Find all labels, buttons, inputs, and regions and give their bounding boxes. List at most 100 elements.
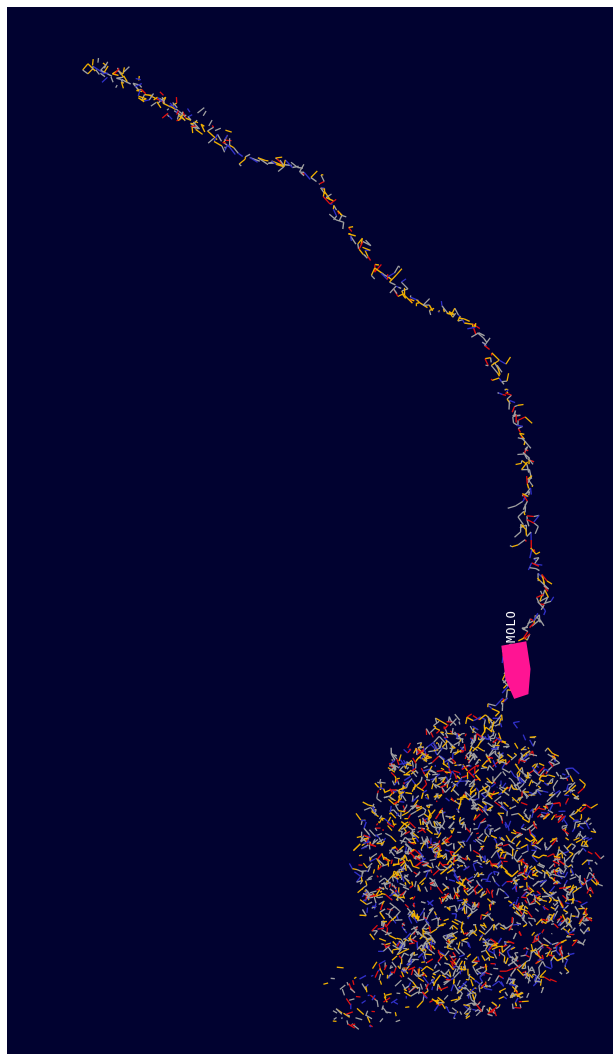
bond [514,781,521,787]
bond [412,915,418,924]
bond [503,801,509,808]
bond [466,751,471,756]
bond [405,780,410,789]
bond [536,577,542,582]
bond [465,716,468,725]
bond [352,867,358,871]
bond [454,909,458,913]
bond [404,882,407,885]
bond [457,859,465,864]
bond [530,826,536,832]
bond [444,969,450,976]
bond [544,951,549,955]
bond [225,129,232,133]
bond [521,850,529,855]
bond [195,128,203,135]
bond [428,761,433,765]
bond [371,961,378,969]
bond [370,274,376,280]
bond [418,968,420,976]
bond [525,891,534,897]
bond [491,1005,498,1014]
bond [550,596,555,602]
bond [385,920,392,928]
bond [432,845,440,852]
bond [518,769,525,775]
bond [507,820,512,828]
bond [244,153,251,158]
bond [524,905,529,910]
bond [564,879,568,885]
bond [501,881,507,887]
bond [516,994,521,998]
bond [279,159,285,167]
bond [395,1019,401,1023]
bond [423,990,429,995]
bond [571,828,575,833]
bond [428,750,434,753]
bond [490,782,497,788]
bond [582,847,587,852]
bond [524,440,532,449]
bond [475,787,480,793]
bond [559,902,564,909]
bond [513,911,518,915]
bond [396,895,399,898]
bond [565,768,570,776]
bond [466,754,472,761]
bond [405,761,409,769]
bond [413,973,418,978]
bond [452,312,457,318]
bond [425,871,429,878]
ligand-blob[interactable] [501,641,531,699]
bond [416,916,420,922]
bond [525,865,529,873]
bond [369,994,376,1000]
bond [453,762,457,765]
molecule-viewport[interactable]: MOLO [7,7,613,1054]
bond [457,857,463,862]
bond [512,932,517,940]
bond [571,845,576,851]
bond [499,923,501,925]
bond [497,860,502,868]
bond [399,791,405,795]
bond [434,717,438,724]
bond [529,877,535,880]
bond [506,373,510,382]
bond [357,243,360,250]
bond [554,941,562,948]
bond [515,462,522,466]
bond [472,849,480,855]
bond [391,950,394,954]
bond [511,544,519,548]
bond [213,133,218,142]
bond [348,226,354,229]
bond [399,876,402,879]
bond [463,890,469,896]
bond [475,880,481,887]
bond [540,815,545,818]
bond [406,847,410,855]
bond [429,769,437,774]
bond [530,838,536,843]
protein-wireframe-model[interactable] [7,7,613,1054]
bond [411,837,417,840]
bond [400,952,405,959]
bond [463,888,469,891]
bond [412,865,420,870]
bond [322,191,326,197]
bond [514,742,519,749]
bond [411,896,416,901]
bond [555,771,560,777]
bond [450,955,456,958]
bond [456,854,463,859]
heteroatom-ligand[interactable] [501,641,531,699]
bond [571,793,580,800]
bond [522,923,528,928]
bond [401,831,407,836]
bond [404,836,412,843]
bond [463,744,467,751]
bond [466,876,474,881]
bond [437,987,442,991]
